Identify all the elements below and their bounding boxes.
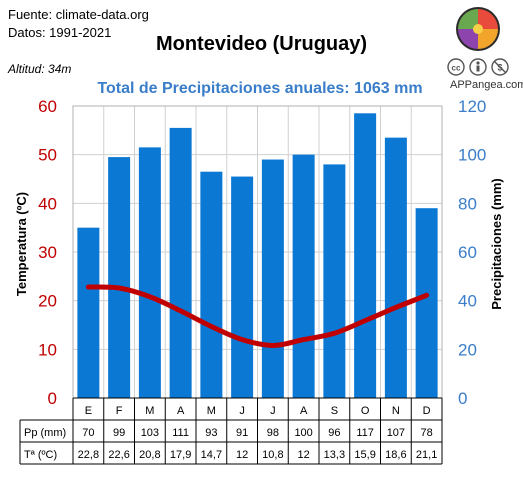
precipitation-bar [384,137,407,398]
table-row-label: Pp (mm) [24,427,66,439]
left-axis-label: Temperatura (ºC) [14,192,29,296]
temperature-value: 10,8 [262,449,283,461]
precipitation-value: 78 [421,427,433,439]
month-label: A [300,405,308,417]
month-label: J [239,405,245,417]
precipitation-value: 117 [356,427,374,439]
temperature-value: 18,6 [385,449,406,461]
right-tick-label: 40 [458,292,477,311]
month-label: J [270,405,276,417]
left-tick-label: 40 [38,194,57,213]
temperature-value: 12 [298,449,310,461]
month-label: M [207,405,216,417]
source-text: Fuente: climate-data.org [8,7,149,22]
temperature-value: 13,3 [324,449,345,461]
month-label: O [361,405,370,417]
noncommercial-icon: $ [491,58,509,76]
precipitation-value: 91 [236,427,248,439]
precipitation-bar [108,157,131,398]
month-label: F [116,405,123,417]
right-tick-label: 120 [458,97,486,116]
precipitation-value: 100 [294,427,312,439]
chart-title: Montevideo (Uruguay) [155,33,368,55]
right-tick-label: 80 [458,194,477,213]
temperature-value: 12 [236,449,248,461]
precipitation-bar [261,159,284,398]
right-tick-label: 0 [458,389,467,408]
month-label: D [423,405,431,417]
precipitation-value: 70 [82,427,94,439]
creative-commons-icon: cc [447,58,465,76]
attribution-icon [469,58,487,76]
precipitation-value: 111 [172,427,189,439]
month-label: M [145,405,154,417]
license-icons: cc $ [447,58,509,76]
temperature-value: 17,9 [170,449,191,461]
precipitation-value: 98 [267,427,279,439]
month-label: E [85,405,92,417]
table-row-label: Tª (ºC) [24,449,57,461]
data-table: E F M A M J J A S O N D Pp (mm) Tª (ºC) 70 99 103 111 93 91… [19,397,443,465]
period-text: Datos: 1991-2021 [8,25,112,40]
altitude-text: Altitud: 34m [8,62,72,76]
temperature-value: 22,8 [78,449,99,461]
right-axis-label: Precipitaciones (mm) [489,178,504,310]
right-axis-ticks: 0 20 40 60 80 100 120 [458,97,486,408]
precipitation-bar [138,147,161,398]
left-tick-label: 60 [38,97,57,116]
precipitation-bar [169,127,192,399]
precipitation-bar [231,176,254,398]
precipitation-bar [323,164,346,398]
precipitation-bar [415,208,438,398]
right-tick-label: 60 [458,243,477,262]
right-tick-label: 100 [458,146,486,165]
temperature-value: 22,6 [108,449,129,461]
precipitation-bar [354,113,377,399]
bar-series [77,113,438,399]
precipitation-value: 96 [328,427,340,439]
temperature-value: 20,8 [139,449,160,461]
temperature-value: 21,1 [416,449,437,461]
left-tick-label: 0 [48,389,57,408]
month-label: N [392,405,400,417]
temperature-value: 14,7 [201,449,222,461]
precipitation-bar [77,227,100,398]
precipitation-bar [292,154,315,398]
brand-text: APPangea.com [450,79,523,91]
left-tick-label: 30 [38,243,57,262]
puzzle-logo-icon [456,7,500,51]
right-tick-label: 20 [458,340,477,359]
month-label: A [177,405,185,417]
precipitation-value: 93 [205,427,217,439]
precipitation-value: 103 [141,427,159,439]
precipitation-bar [200,171,223,398]
temperature-value: 15,9 [354,449,375,461]
month-label: S [331,405,338,417]
svg-text:cc: cc [452,64,461,73]
left-tick-label: 10 [38,340,57,359]
temperature-line [85,284,430,348]
left-axis-ticks: 0 10 20 30 40 50 60 [38,97,57,408]
grid [72,105,443,399]
chart-subtitle: Total de Precipitaciones anuales: 1063 m… [97,80,423,97]
precipitation-value: 99 [113,427,125,439]
left-tick-label: 20 [38,292,57,311]
precipitation-value: 107 [387,427,405,439]
left-tick-label: 50 [38,146,57,165]
